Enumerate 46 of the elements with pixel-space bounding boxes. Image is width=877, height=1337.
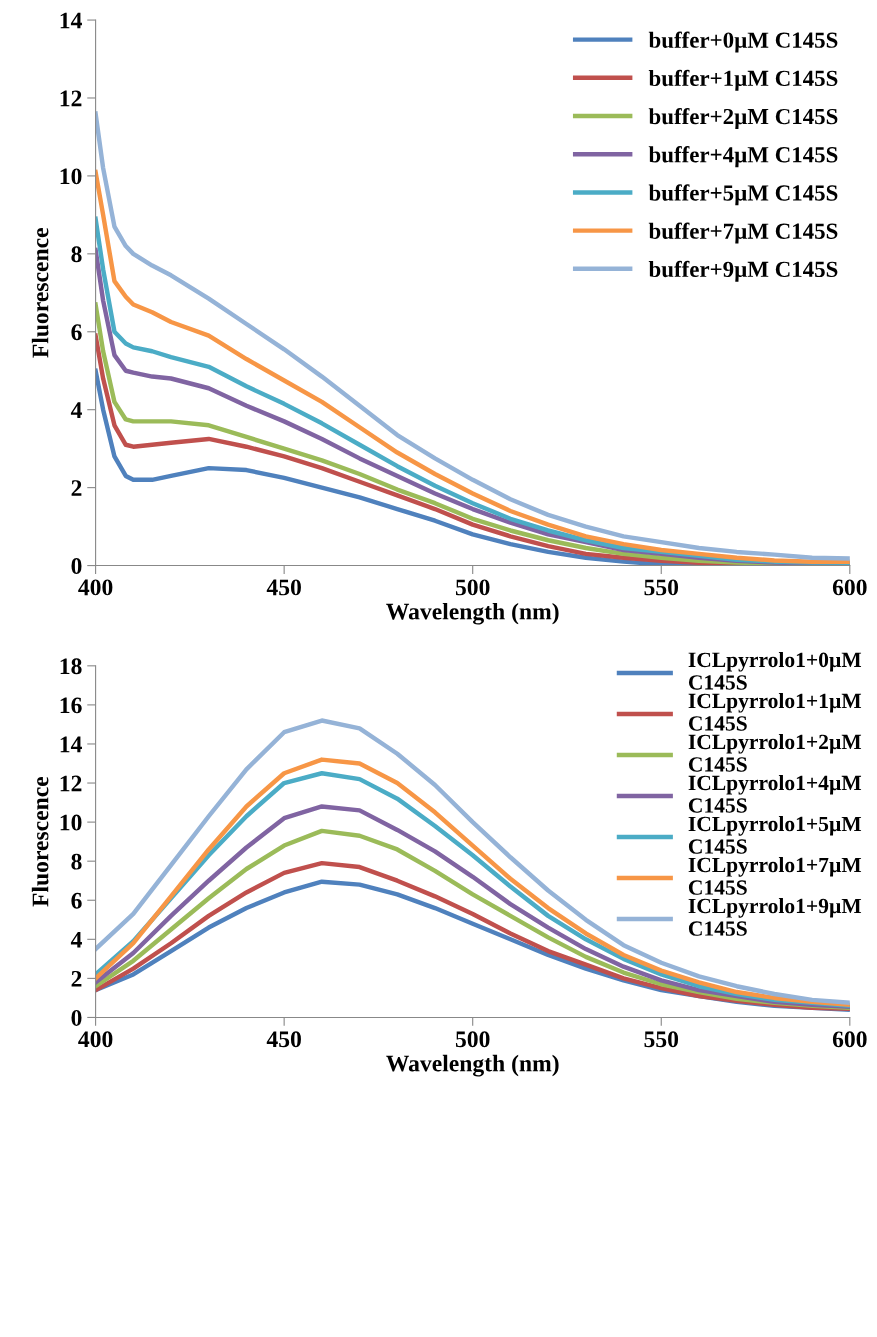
y-tick-label: 6 — [71, 892, 82, 909]
legend-label: buffer+0µM C145S — [648, 31, 838, 53]
y-tick-label: 2 — [71, 970, 82, 987]
legend-label: buffer+4µM C145S — [648, 146, 838, 168]
x-axis-title: Wavelength (nm) — [386, 602, 559, 625]
x-tick-label: 400 — [78, 579, 113, 596]
y-tick-label: 10 — [60, 814, 82, 831]
legend-label: ICLpyrrolo1+9µM C145S — [688, 898, 862, 936]
x-tick-label: 550 — [644, 579, 679, 596]
legend-label: buffer+2µM C145S — [648, 107, 838, 129]
legend-label: buffer+1µM C145S — [648, 69, 838, 91]
y-tick-label: 4 — [70, 931, 82, 948]
y-tick-label: 14 — [60, 736, 82, 753]
y-tick-label: 18 — [60, 658, 82, 675]
y-tick-label: 14 — [60, 12, 82, 29]
y-tick-label: 16 — [60, 697, 82, 714]
x-tick-label: 500 — [455, 579, 490, 596]
x-tick-label: 450 — [266, 579, 301, 596]
x-tick-label: 600 — [832, 579, 867, 596]
x-tick-label: 600 — [832, 1031, 867, 1048]
legend-label: ICLpyrrolo1+1µM C145S — [688, 692, 862, 731]
y-tick-label: 4 — [70, 402, 82, 418]
legend-label: buffer+5µM C145S — [648, 184, 838, 206]
y-axis-title: Fluorescence — [31, 776, 49, 907]
legend-label: buffer+7µM C145S — [648, 222, 838, 244]
legend-label: ICLpyrrolo1+5µM C145S — [688, 816, 862, 854]
y-tick-label: 10 — [60, 168, 82, 185]
x-tick-label: 400 — [78, 1031, 113, 1048]
x-tick-label: 550 — [644, 1031, 679, 1048]
y-tick-label: 2 — [71, 480, 82, 496]
x-axis-title: Wavelength (nm) — [386, 1054, 559, 1077]
y-tick-label: 6 — [71, 324, 82, 341]
legend-label: ICLpyrrolo1+4µM C145S — [688, 775, 862, 813]
y-axis-title: Fluorescence — [31, 228, 49, 358]
legend-label: buffer+9µM C145S — [648, 260, 838, 282]
legend-label: ICLpyrrolo1+7µM C145S — [688, 857, 862, 895]
y-tick-label: 8 — [71, 246, 82, 263]
y-tick-label: 12 — [60, 90, 82, 107]
legend-label: ICLpyrrolo1+2µM C145S — [688, 734, 862, 772]
y-tick-label: 0 — [71, 558, 82, 574]
x-tick-label: 450 — [266, 1031, 301, 1048]
x-tick-label: 500 — [455, 1031, 490, 1048]
legend-label: ICLpyrrolo1+0µM C145S — [688, 651, 862, 690]
y-tick-label: 12 — [60, 775, 82, 792]
y-tick-label: 0 — [71, 1009, 82, 1026]
y-tick-label: 8 — [71, 853, 82, 870]
